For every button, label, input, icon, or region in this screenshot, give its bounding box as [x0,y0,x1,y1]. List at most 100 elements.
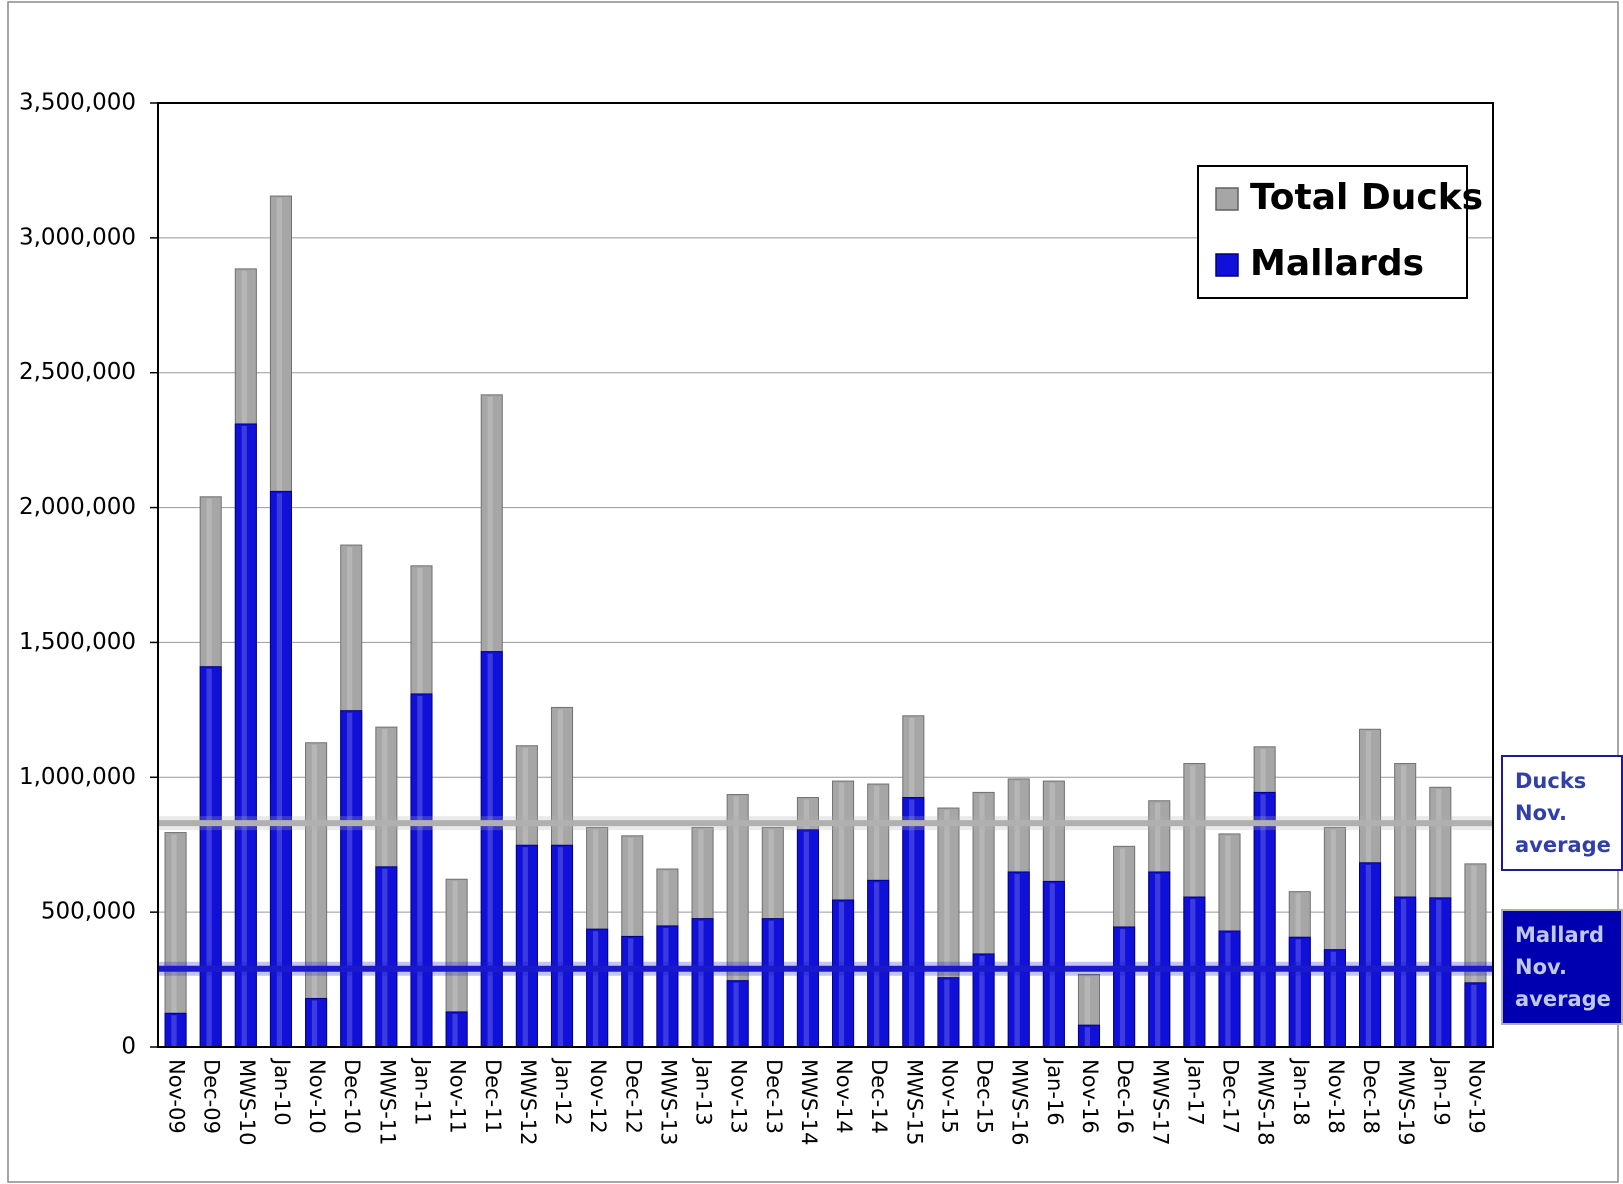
y-tick-label: 1,000,000 [19,764,136,790]
bar-highlight [1330,829,1336,1047]
bar-highlight [944,979,950,1047]
reference-label: Mallard Nov. average [1501,909,1623,1025]
bar-highlight [1436,899,1442,1047]
bar-highlight [1084,1027,1091,1047]
bar-highlight [1014,873,1020,1047]
bar-highlight [909,799,915,1047]
legend: Total Ducks Mallards [1197,165,1483,299]
bar-highlight [1049,883,1055,1047]
bar-highlight [944,810,950,1047]
x-tick-label: Jan-16 [1043,1057,1067,1126]
x-tick-label: Jan-11 [410,1057,434,1126]
y-tick-label: 3,000,000 [19,224,136,250]
x-tick-label: Dec-15 [973,1059,997,1134]
x-tick-label: Dec-18 [1359,1059,1383,1134]
x-tick-label: MWS-16 [1008,1059,1032,1146]
bar-highlight [417,695,423,1047]
x-tick-label: MWS-11 [375,1059,399,1146]
bar-highlight [592,931,599,1047]
bar-highlight [311,1000,318,1047]
bar-highlight [452,881,458,1047]
bar-highlight [1225,933,1231,1047]
bar-highlight [733,796,739,1047]
x-tick-label: Jan-10 [270,1057,294,1126]
x-tick-label: MWS-19 [1394,1059,1418,1146]
x-tick-label: MWS-13 [656,1059,680,1146]
bar-highlight [838,902,845,1047]
bar-highlight [979,794,985,1047]
bar-highlight [276,493,283,1048]
chart-border [7,1,1619,1183]
y-tick-label: 2,500,000 [19,359,136,385]
bar-highlight [311,744,318,1047]
bar-highlight [1471,984,1477,1047]
bar-highlight [1295,939,1301,1047]
y-tick-label: 0 [121,1034,136,1060]
x-tick-label: Nov-13 [727,1059,751,1134]
x-tick-label: Dec-12 [621,1059,645,1134]
y-tick-label: 3,500,000 [19,90,136,116]
bar-highlight [557,847,564,1047]
reference-label: Ducks Nov. average [1501,755,1623,871]
bar-highlight [1155,873,1161,1047]
x-tick-label: Jan-19 [1429,1057,1453,1126]
x-tick-label: Nov-15 [937,1059,961,1134]
bar-highlight [171,1015,177,1047]
legend-swatch [1215,253,1239,277]
x-tick-label: Dec-13 [762,1059,786,1134]
bar-highlight [452,1013,458,1047]
legend-box [1197,165,1468,299]
x-tick-label: Nov-09 [165,1059,189,1134]
x-tick-label: Dec-17 [1219,1059,1243,1134]
plot-frame [157,102,1494,1048]
bar-highlight [1330,951,1336,1047]
x-tick-label: Dec-16 [1113,1059,1137,1134]
legend-label: Total Ducks [1250,177,1483,218]
bar-highlight [1471,865,1477,1047]
bar-highlight [522,847,528,1047]
x-tick-label: Nov-11 [446,1059,470,1134]
bar-highlight [733,982,739,1047]
x-tick-label: Dec-09 [200,1059,224,1134]
bar-highlight [1119,928,1126,1047]
bar-highlight [698,920,704,1047]
bar-highlight [171,834,177,1047]
y-tick-label: 500,000 [41,899,136,925]
bar-highlight [628,938,634,1047]
x-tick-label: Nov-16 [1078,1059,1102,1134]
x-tick-label: Nov-18 [1324,1059,1348,1134]
bar-highlight [382,868,388,1047]
bar-highlight [1190,899,1196,1047]
bar-highlight [241,425,247,1048]
x-tick-label: Jan-13 [692,1057,716,1126]
x-tick-label: MWS-10 [235,1059,259,1146]
bar-highlight [663,927,669,1047]
x-tick-label: Dec-14 [867,1059,891,1134]
x-tick-label: Jan-18 [1289,1057,1313,1126]
x-tick-label: MWS-18 [1254,1059,1278,1146]
x-tick-label: Jan-12 [551,1057,575,1126]
y-tick-label: 1,500,000 [19,629,136,655]
x-tick-label: Dec-11 [481,1059,505,1134]
bar-highlight [1084,976,1091,1047]
x-tick-label: Nov-10 [305,1059,329,1134]
bar-highlight [979,955,985,1047]
bar-highlight [487,653,493,1047]
bar-highlight [1365,864,1372,1047]
bar-highlight [1260,794,1266,1047]
legend-label: Mallards [1250,243,1424,284]
x-tick-label: Nov-12 [586,1059,610,1134]
x-tick-label: MWS-12 [516,1059,540,1146]
x-tick-label: MWS-17 [1148,1059,1172,1146]
bar-highlight [347,712,353,1047]
y-tick-label: 2,000,000 [19,494,136,520]
x-tick-label: Nov-19 [1464,1059,1488,1134]
x-tick-label: Jan-17 [1183,1057,1207,1126]
bar-highlight [803,831,809,1047]
x-tick-label: MWS-15 [902,1059,926,1146]
bar-highlight [1400,899,1407,1047]
bar-highlight [873,882,880,1047]
bar-highlight [768,920,774,1047]
